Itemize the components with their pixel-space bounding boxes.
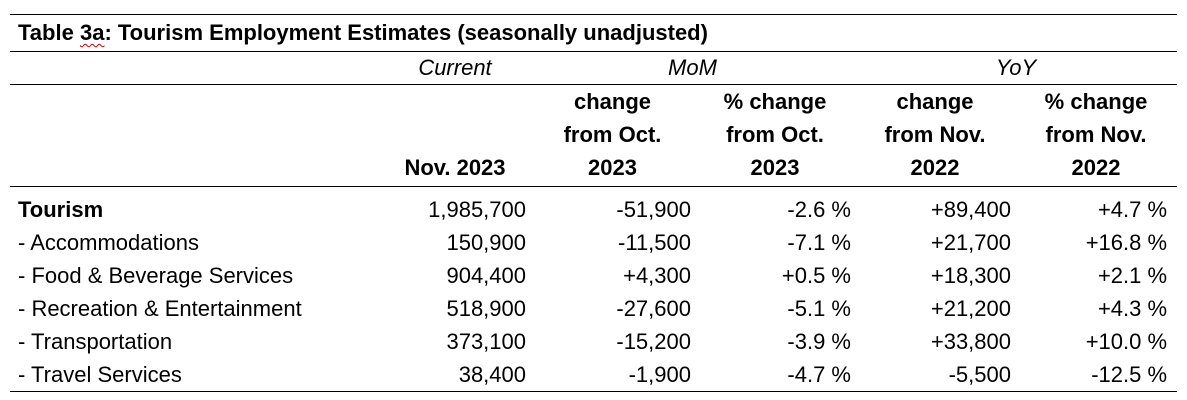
header-yoy-pct-l3: 2022 xyxy=(1071,155,1121,180)
row-label: - Travel Services xyxy=(10,358,380,392)
header-yoy-pct-l1: % change xyxy=(1044,89,1148,114)
row-mom-pct: -2.6 % xyxy=(787,197,851,222)
employment-table-container: Table 3a: Tourism Employment Estimates (… xyxy=(10,14,1178,392)
row-current: 38,400 xyxy=(380,358,530,392)
row-label: - Accommodations xyxy=(18,230,199,255)
row-yoy-pct: +4.3 % xyxy=(1097,296,1168,321)
header-mom-pct-l2: from Oct. xyxy=(726,122,824,147)
row-current: 150,900 xyxy=(446,230,526,255)
title-number: 3a xyxy=(79,20,105,45)
row-current: 1,985,700 xyxy=(428,197,526,222)
group-header-row: Current MoM YoY xyxy=(10,51,1178,85)
header-yoy-pct: % change from Nov. 2022 xyxy=(1015,84,1178,187)
table-row: - Travel Services 38,400 -1,900 -4.7 % -… xyxy=(10,358,1178,392)
row-yoy-pct: +10.0 % xyxy=(1085,329,1168,354)
header-mom-pct: % change from Oct. 2023 xyxy=(695,84,855,187)
row-label: - Recreation & Entertainment xyxy=(18,296,302,321)
header-mom-pct-l3: 2023 xyxy=(750,155,800,180)
row-yoy-pct: -12.5 % xyxy=(1015,358,1178,392)
header-mom-change-l1: change xyxy=(573,89,652,114)
row-mom-change: -27,600 xyxy=(616,296,691,321)
row-yoy-change: +89,400 xyxy=(930,197,1011,222)
header-yoy-change-l3: 2022 xyxy=(910,155,960,180)
row-mom-change: -15,200 xyxy=(616,329,691,354)
row-yoy-pct: +4.7 % xyxy=(1097,197,1168,222)
row-current: 373,100 xyxy=(446,329,526,354)
header-yoy-change-l2: from Nov. xyxy=(884,122,986,147)
group-mom: MoM xyxy=(530,51,855,85)
title-prefix: Table xyxy=(18,20,80,45)
row-mom-pct: -3.9 % xyxy=(787,329,851,354)
table-row: - Accommodations 150,900 -11,500 -7.1 % … xyxy=(10,226,1177,259)
row-mom-change: -11,500 xyxy=(618,230,691,255)
group-current: Current xyxy=(380,51,530,85)
table-row: - Food & Beverage Services 904,400 +4,30… xyxy=(10,259,1177,292)
header-mom-change-l2: from Oct. xyxy=(563,122,662,147)
table-title-row: Table 3a: Tourism Employment Estimates (… xyxy=(10,14,1178,52)
row-mom-pct: +0.5 % xyxy=(781,263,851,288)
row-label: Tourism xyxy=(18,197,104,222)
row-current: 904,400 xyxy=(446,263,526,288)
row-yoy-pct: +2.1 % xyxy=(1097,263,1168,288)
header-empty-cell xyxy=(10,84,380,187)
table-row: - Transportation 373,100 -15,200 -3.9 % … xyxy=(10,325,1177,358)
row-yoy-change: +33,800 xyxy=(930,329,1011,354)
row-label: - Food & Beverage Services xyxy=(18,263,294,288)
title-rest: : Tourism Employment Estimates (seasonal… xyxy=(104,20,708,45)
row-mom-change: -51,900 xyxy=(616,197,691,222)
employment-table: Table 3a: Tourism Employment Estimates (… xyxy=(10,14,1178,392)
row-yoy-change: +18,300 xyxy=(930,263,1011,288)
row-mom-pct: -5.1 % xyxy=(787,296,851,321)
row-yoy-change: -5,500 xyxy=(855,358,1015,392)
table-title: Table 3a: Tourism Employment Estimates (… xyxy=(10,14,1178,52)
row-mom-pct: -4.7 % xyxy=(695,358,855,392)
row-label: - Transportation xyxy=(18,329,173,354)
header-yoy-pct-l2: from Nov. xyxy=(1045,122,1147,147)
header-yoy-change-l1: change xyxy=(896,89,974,114)
header-mom-change: change from Oct. 2023 xyxy=(530,84,695,187)
table-row: Tourism 1,985,700 -51,900 -2.6 % +89,400… xyxy=(10,187,1177,227)
column-header-row: Nov. 2023 change from Oct. 2023 % change fr… xyxy=(10,84,1178,187)
group-yoy: YoY xyxy=(855,51,1178,85)
header-current-label: Nov. 2023 xyxy=(404,155,506,180)
table-row: - Recreation & Entertainment 518,900 -27… xyxy=(10,292,1177,325)
row-yoy-change: +21,200 xyxy=(930,296,1011,321)
header-current: Nov. 2023 xyxy=(380,84,530,187)
row-current: 518,900 xyxy=(446,296,526,321)
header-mom-change-l3: 2023 xyxy=(588,155,637,180)
row-yoy-pct: +16.8 % xyxy=(1085,230,1168,255)
header-mom-pct-l1: % change xyxy=(723,89,827,114)
row-mom-change: -1,900 xyxy=(530,358,695,392)
row-mom-pct: -7.1 % xyxy=(787,230,851,255)
row-yoy-change: +21,700 xyxy=(930,230,1011,255)
group-empty-cell xyxy=(10,51,380,85)
header-yoy-change: change from Nov. 2022 xyxy=(855,84,1015,187)
row-mom-change: +4,300 xyxy=(623,263,691,288)
